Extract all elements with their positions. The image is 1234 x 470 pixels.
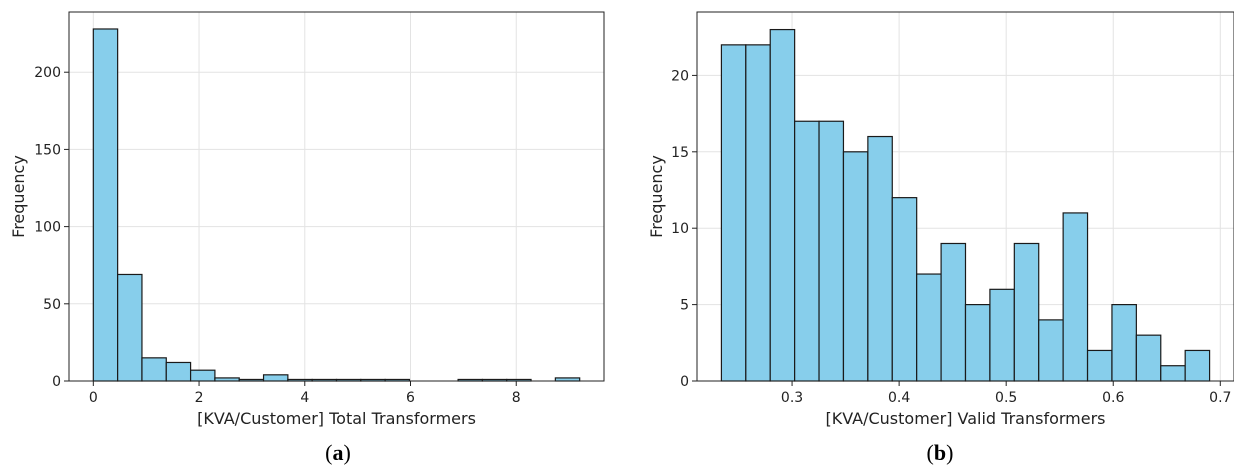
histogram-bar [1086, 349, 1113, 382]
histogram-bar [1013, 242, 1040, 382]
histogram-bar [842, 151, 869, 382]
histogram-bar [964, 304, 991, 382]
axes-frame [696, 11, 1234, 382]
x-axis-label: [KVA/Customer] Valid Transformers [825, 409, 1105, 428]
x-tick-label: 0.3 [781, 390, 803, 406]
histogram-bar [720, 44, 747, 382]
histogram-bar [117, 273, 143, 382]
histogram-bar [1062, 212, 1089, 382]
histogram-bar [1160, 365, 1186, 382]
x-tick-label: 0 [89, 390, 98, 406]
histogram-bar [189, 369, 216, 382]
histogram-bar [989, 288, 1015, 382]
panel-caption: (a) [325, 440, 351, 465]
y-tick-label: 50 [43, 297, 61, 313]
x-tick-label: 6 [406, 390, 415, 406]
y-tick-label: 5 [680, 298, 689, 314]
y-tick-label: 100 [34, 220, 61, 236]
y-tick-label: 200 [34, 65, 61, 81]
y-axis-label: Frequency [647, 155, 666, 238]
histogram-bar [891, 197, 918, 382]
histogram-bar [262, 374, 289, 382]
histogram-bar [940, 242, 967, 382]
x-tick-label: 0.7 [1209, 390, 1231, 406]
x-tick-label: 0.6 [1102, 390, 1124, 406]
x-tick-label: 8 [512, 390, 521, 406]
histogram-bar [916, 273, 942, 382]
histogram-bar [769, 28, 796, 382]
histogram-bar [1038, 319, 1064, 382]
x-tick-label: 0.4 [888, 390, 910, 406]
x-tick-label: 2 [195, 390, 204, 406]
histogram-bar [92, 28, 119, 382]
y-tick-label: 0 [52, 374, 61, 390]
histogram-bar [165, 361, 192, 382]
histogram-bar [1184, 349, 1211, 382]
x-tick-label: 0.5 [995, 390, 1017, 406]
x-tick-label: 4 [300, 390, 309, 406]
histogram-bar [818, 120, 845, 382]
x-axis-label: [KVA/Customer] Total Transformers [197, 409, 476, 428]
panel-caption-letter: b [934, 440, 946, 465]
panel-caption: (b) [927, 440, 954, 465]
y-tick-label: 20 [671, 68, 689, 84]
histogram-panel-a: 0 2 4 6 8 0 50 100 150 200 [KVA/Customer] Total Tr… [9, 11, 605, 465]
panel-caption-letter: a [333, 440, 344, 465]
histogram-bar [1135, 334, 1162, 382]
axes-frame [68, 11, 605, 382]
y-tick-label: 10 [671, 221, 689, 237]
y-axis-label: Frequency [9, 155, 28, 238]
histogram-bar [794, 120, 820, 382]
histogram-bar [141, 357, 167, 382]
histogram-bar [867, 135, 893, 382]
y-tick-label: 15 [671, 145, 689, 161]
histogram-bar [1111, 304, 1137, 382]
histogram-bar [745, 44, 771, 382]
y-tick-label: 0 [680, 374, 689, 390]
y-tick-label: 150 [34, 142, 61, 158]
histogram-panel-b: 0.3 0.4 0.5 0.6 0.7 0 5 10 15 20 [KVA/Customer] Va… [647, 11, 1234, 465]
